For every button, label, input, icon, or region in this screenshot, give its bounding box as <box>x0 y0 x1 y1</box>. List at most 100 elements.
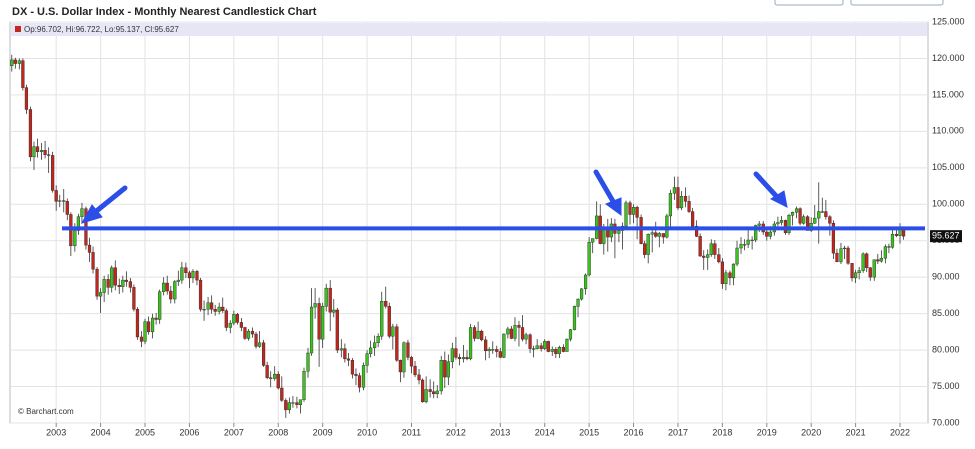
candle-body <box>587 241 591 276</box>
candle-body <box>409 357 414 367</box>
candle-body <box>365 353 369 366</box>
candle-body <box>217 306 221 312</box>
candle-body <box>813 217 817 224</box>
candle-body <box>376 336 380 344</box>
y-tick-label: 110.000 <box>932 126 964 136</box>
y-tick-label: 80.000 <box>932 344 960 354</box>
candle-body <box>557 346 561 354</box>
candle-body <box>698 236 702 257</box>
candle-body <box>554 349 558 354</box>
arrow <box>753 171 781 201</box>
candle-body <box>246 330 251 339</box>
candle-body <box>302 371 306 400</box>
candle-body <box>291 402 295 404</box>
chart-title: DX - U.S. Dollar Index - Monthly Nearest… <box>12 6 317 18</box>
candle-body <box>346 358 351 361</box>
candle-body <box>309 306 314 354</box>
candle-body <box>495 349 499 352</box>
x-tick-label: 2018 <box>712 427 732 437</box>
y-tick-label: 115.000 <box>932 89 964 99</box>
x-tick-label: 2015 <box>579 427 599 437</box>
candle-body <box>491 349 495 351</box>
candle-body <box>380 301 384 337</box>
candle-body <box>257 342 262 347</box>
candle-body <box>406 342 410 358</box>
candle-body <box>398 360 402 373</box>
candle-body <box>535 345 539 349</box>
candle-body <box>21 60 25 88</box>
x-tick-label: 2014 <box>535 427 555 437</box>
candle-body <box>324 287 328 307</box>
candle-body <box>454 348 458 358</box>
x-tick-label: 2008 <box>268 427 288 437</box>
candle-body <box>95 268 99 297</box>
candle-body <box>65 201 69 215</box>
candle-body <box>176 279 180 282</box>
candle-body <box>532 348 536 350</box>
candle-body <box>476 330 480 339</box>
candle-body <box>165 282 169 292</box>
candle-body <box>276 373 280 389</box>
candles <box>10 54 906 418</box>
candle-body <box>565 338 569 352</box>
candle-body <box>879 258 883 262</box>
candle-body <box>820 211 824 213</box>
candle-body <box>872 259 876 278</box>
x-tick-label: 2021 <box>846 427 866 437</box>
candle-body <box>343 348 347 360</box>
candle-body <box>439 360 443 392</box>
candle-body <box>265 365 269 378</box>
candle-body <box>768 231 772 237</box>
candle-body <box>876 259 880 262</box>
candle-body <box>51 155 55 191</box>
candle-body <box>357 375 362 388</box>
candle-body <box>417 374 421 381</box>
candle-body <box>284 400 288 411</box>
x-tick-label: 2016 <box>624 427 644 437</box>
candle-body <box>43 150 47 155</box>
candle-body <box>706 254 710 258</box>
candle-body <box>890 233 895 248</box>
candle-body <box>702 255 706 258</box>
arrows <box>80 169 788 224</box>
candle-body <box>173 281 177 300</box>
candle-body <box>679 196 684 209</box>
candle-body <box>639 217 643 244</box>
candle-body <box>546 341 550 352</box>
candle-body <box>798 208 802 224</box>
y-tick-label: 125.000 <box>932 16 965 26</box>
toolbar-button[interactable] <box>774 0 844 6</box>
candle-body <box>802 216 806 224</box>
candle-body <box>794 208 799 213</box>
candle-body <box>779 220 784 223</box>
candle-body <box>498 351 502 358</box>
candle-body <box>824 211 828 217</box>
candle-body <box>62 200 66 202</box>
candle-body <box>191 271 195 279</box>
candle-body <box>413 365 417 376</box>
candle-body <box>457 357 462 360</box>
candle-body <box>609 223 613 238</box>
candle-body <box>387 306 391 337</box>
candle-body <box>480 330 484 341</box>
candle-body <box>158 291 162 320</box>
candle-body <box>143 321 147 342</box>
candle-body <box>135 309 140 338</box>
y-tick-label: 90.000 <box>932 272 960 282</box>
candle-body <box>154 317 158 320</box>
toolbar-button[interactable] <box>850 0 944 6</box>
x-tick-label: 2010 <box>357 427 377 437</box>
candle-body <box>184 267 188 274</box>
candle-body <box>735 247 739 265</box>
candle-body <box>687 201 691 212</box>
candle-body <box>539 345 543 349</box>
candle-body <box>224 310 228 328</box>
candle-body <box>435 390 439 395</box>
candle-body <box>273 373 277 379</box>
x-tick-label: 2005 <box>135 427 155 437</box>
candle-body <box>883 246 887 259</box>
candle-body <box>591 238 595 243</box>
candle-body <box>754 225 758 241</box>
candle-body <box>583 274 588 290</box>
candle-body <box>739 244 743 249</box>
